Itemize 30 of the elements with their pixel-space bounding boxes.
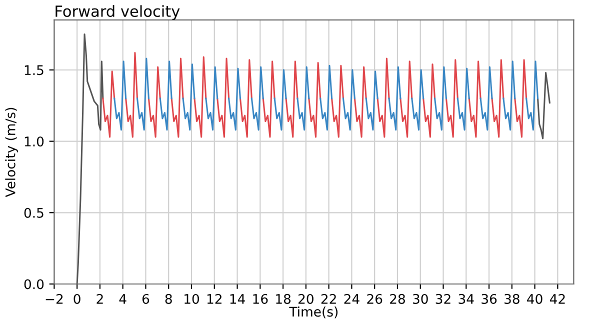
x-tick-label: 12 <box>207 294 222 304</box>
x-tick-label: 10 <box>184 294 200 304</box>
x-tick-label: 30 <box>412 294 428 304</box>
x-tick-label: 26 <box>367 294 382 304</box>
x-tick-label: 16 <box>253 294 268 304</box>
x-tick-label: 42 <box>550 294 565 304</box>
x-tick-label: 18 <box>276 294 291 304</box>
y-tick-label: 0.0 <box>24 279 44 290</box>
chart-title: Forward velocity <box>56 5 180 20</box>
y-axis-title: Velocity (m/s) <box>5 108 18 198</box>
x-tick-label: 40 <box>527 294 542 304</box>
x-tick-label: 20 <box>298 294 314 304</box>
y-tick-label: 0.5 <box>24 208 44 218</box>
x-tick-label: 14 <box>230 294 245 304</box>
x-tick-label: 8 <box>165 294 172 304</box>
y-tick-label: 1.0 <box>24 136 44 146</box>
x-axis-title: Time(s) <box>289 306 338 318</box>
x-tick-label: 28 <box>390 294 405 304</box>
x-tick-label: 36 <box>482 294 497 304</box>
x-tick-label: 2 <box>96 294 103 304</box>
x-tick-label: 4 <box>119 294 126 304</box>
x-tick-label: 6 <box>142 294 150 304</box>
x-tick-label: 22 <box>321 294 336 304</box>
x-tick-label: 0 <box>74 294 80 304</box>
x-tick-label: 32 <box>436 294 450 304</box>
x-tick-label: 38 <box>504 294 520 304</box>
x-tick-label: 34 <box>458 294 474 304</box>
x-tick-label: −2 <box>46 294 63 304</box>
x-tick-label: 24 <box>344 294 360 304</box>
y-tick-label: 1.5 <box>24 65 44 76</box>
